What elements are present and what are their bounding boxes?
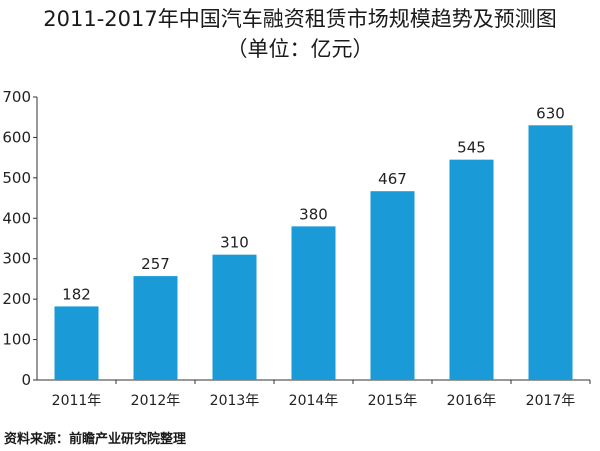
data-label: 310	[220, 234, 249, 252]
data-label: 257	[141, 255, 170, 273]
bar	[54, 306, 99, 380]
x-tick-label: 2013年	[210, 393, 260, 409]
bar	[370, 191, 415, 380]
y-tick-label: 100	[2, 331, 31, 349]
x-tick-label: 2012年	[131, 393, 181, 409]
y-tick-label: 200	[2, 290, 31, 308]
bar	[528, 125, 573, 380]
chart-subtitle: （单位：亿元）	[226, 37, 374, 61]
source-note: 资料来源：前瞻产业研究院整理	[4, 432, 187, 447]
y-tick-label: 500	[2, 169, 31, 187]
data-label: 630	[536, 104, 565, 122]
bar	[212, 254, 257, 380]
data-label: 380	[299, 205, 328, 223]
y-tick-label: 700	[2, 88, 31, 106]
x-tick-label: 2011年	[52, 393, 102, 409]
x-tick-label: 2017年	[526, 393, 576, 409]
bar	[291, 226, 336, 380]
bar	[449, 159, 494, 380]
y-tick-label: 0	[21, 371, 31, 389]
bar	[133, 276, 178, 380]
x-tick-label: 2016年	[447, 393, 497, 409]
chart-title: 2011-2017年中国汽车融资租赁市场规模趋势及预测图	[43, 7, 557, 31]
data-label: 182	[62, 285, 91, 303]
y-tick-label: 600	[2, 128, 31, 146]
y-tick-label: 400	[2, 209, 31, 227]
data-label: 545	[457, 139, 486, 157]
x-tick-label: 2014年	[289, 393, 339, 409]
x-tick-label: 2015年	[368, 393, 418, 409]
y-tick-label: 300	[2, 250, 31, 268]
data-label: 467	[378, 170, 407, 188]
